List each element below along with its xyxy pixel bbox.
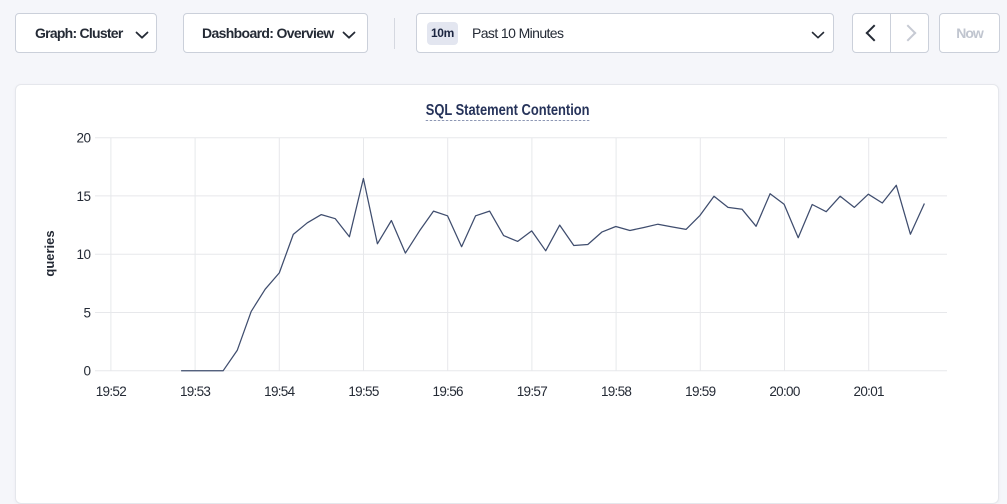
svg-text:15: 15 [76, 189, 90, 204]
svg-text:20:00: 20:00 [769, 384, 799, 399]
svg-text:0: 0 [83, 364, 90, 379]
svg-text:19:55: 19:55 [348, 384, 378, 399]
svg-text:10: 10 [76, 247, 90, 262]
svg-text:queries: queries [42, 230, 57, 276]
svg-text:19:54: 19:54 [264, 384, 295, 399]
svg-text:19:57: 19:57 [517, 384, 547, 399]
svg-text:20:01: 20:01 [854, 384, 884, 399]
svg-text:19:53: 19:53 [180, 384, 210, 399]
svg-text:19:56: 19:56 [433, 384, 463, 399]
svg-text:19:52: 19:52 [96, 384, 126, 399]
svg-text:5: 5 [83, 305, 90, 320]
svg-text:20: 20 [76, 131, 90, 146]
svg-text:19:58: 19:58 [601, 384, 631, 399]
svg-text:19:59: 19:59 [685, 384, 715, 399]
